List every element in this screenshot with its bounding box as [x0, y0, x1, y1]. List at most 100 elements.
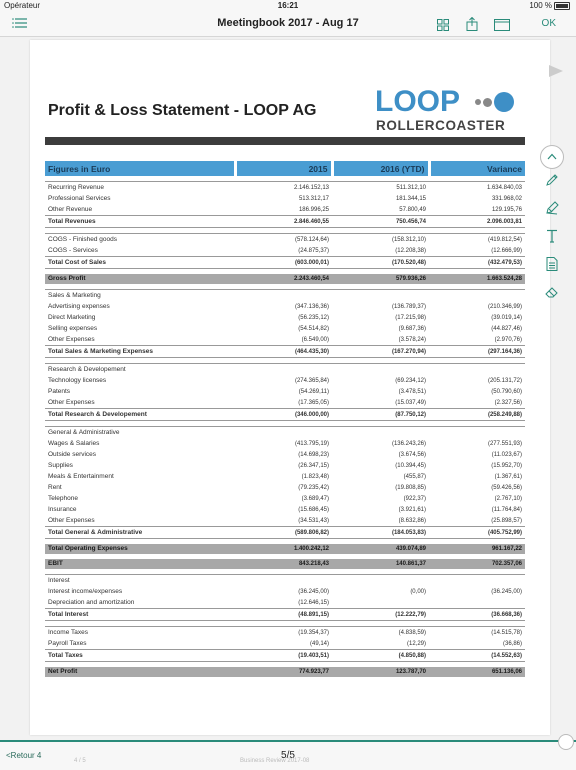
battery-label: 100 % [529, 1, 552, 10]
value-cell [332, 289, 429, 301]
share-icon[interactable] [466, 16, 478, 36]
value-cell: 1.400.242,12 [235, 544, 332, 554]
table-header: Figures in Euro 2015 2016 (YTD) Variance [45, 161, 525, 176]
column-header: Variance [429, 161, 525, 176]
value-cell: (25.898,57) [491, 517, 522, 524]
row-label: Total Interest [45, 608, 235, 621]
table-row: Total Cost of Sales (603.000,01) (170.520,… [45, 256, 525, 269]
value-cell: 2.096.003,81 [429, 215, 525, 228]
list-icon[interactable] [12, 16, 28, 34]
table-row: Net Profit 774.923,77 123.787,70 651.136,06 [45, 667, 525, 677]
grid-icon[interactable] [437, 18, 450, 36]
value-cell: (578.124,64) [235, 233, 332, 245]
table-row: Other Expenses (17.365,05) (15.037,49) (2.3… [45, 397, 525, 409]
value-cell: (69.234,12) [395, 377, 426, 384]
value-cell [332, 426, 429, 438]
chevron-up-icon[interactable] [540, 145, 564, 169]
value-cell: (12.208,38) [395, 247, 426, 254]
row-label: Other Revenue [48, 205, 93, 213]
value-cell: (3.921,61) [398, 506, 426, 513]
value-cell: 123.787,70 [332, 667, 429, 677]
value-cell: (54.269,11) [298, 388, 329, 395]
value-cell [235, 426, 332, 438]
value-cell: (19.808,85) [395, 484, 426, 491]
table-row: Patents (54.269,11) (3.478,51) (50.790,60) [45, 386, 525, 397]
table-row: Outside services (14.698,23) (3.674,56) (11… [45, 449, 525, 460]
row-label: Other Expenses [48, 516, 95, 524]
value-cell: (34.531,43) [298, 517, 329, 524]
value-cell: (19.354,37) [235, 626, 332, 638]
value-cell: (297.164,36) [429, 345, 525, 358]
row-label: Outside services [48, 450, 97, 458]
ok-button[interactable]: OK [541, 18, 556, 29]
value-cell: (79.235,42) [298, 484, 329, 491]
profit-loss-table: Figures in Euro 2015 2016 (YTD) Variance… [45, 161, 525, 677]
row-label: Research & Developement [45, 363, 235, 375]
row-label: Net Profit [45, 667, 235, 677]
logo-dots [475, 92, 516, 112]
page-slider-handle[interactable] [558, 734, 574, 750]
page-tab-arrow[interactable] [549, 65, 563, 77]
row-label: Payroll Taxes [48, 639, 87, 647]
value-cell: (136.789,37) [391, 303, 426, 310]
back-button[interactable]: <Retour 4 [6, 751, 42, 760]
row-label: Other Expenses [48, 398, 95, 406]
value-cell: (0,00) [410, 588, 426, 595]
text-icon[interactable] [539, 229, 565, 257]
table-row: Insurance (15.686,45) (3.921,61) (11.764,84… [45, 504, 525, 515]
value-cell: (413.795,19) [294, 440, 329, 447]
value-cell: (455,87) [403, 473, 426, 480]
table-row: Payroll Taxes (49,14) (12,29) (36,86) [45, 638, 525, 650]
table-row: Total Operating Expenses 1.400.242,12 439.… [45, 544, 525, 554]
pen-icon[interactable] [539, 201, 565, 229]
table-row: Other Expenses (6.549,00) (3.578,24) (2.970… [45, 334, 525, 346]
row-label: COGS - Services [48, 246, 98, 254]
table-row: Total Revenues 2.846.460,55 750.456,74 2.09… [45, 215, 525, 228]
value-cell: (48.891,15) [235, 608, 332, 621]
value-cell: (44.827,46) [491, 325, 522, 332]
value-cell: 651.136,06 [429, 667, 525, 677]
value-cell: 702.357,06 [429, 559, 525, 569]
window-icon[interactable] [494, 18, 510, 36]
table-row: Total Taxes (19.403,51) (4.850,88) (14.552,… [45, 649, 525, 662]
value-cell: (11.764,84) [491, 506, 522, 513]
table-row: Wages & Salaries (413.795,19) (136.243,26)… [45, 438, 525, 449]
note-icon[interactable] [539, 257, 565, 285]
value-cell: (12.222,79) [332, 608, 429, 621]
pencil-icon[interactable] [539, 173, 565, 201]
value-cell: (36.245,00) [298, 588, 329, 595]
carrier-label: Opérateur [4, 1, 41, 10]
value-cell: 513.312,17 [298, 195, 329, 202]
value-cell: (10.394,45) [395, 462, 426, 469]
row-label: General & Administrative [45, 426, 235, 438]
value-cell [332, 363, 429, 375]
statement-title: Profit & Loss Statement - LOOP AG [48, 102, 317, 119]
value-cell: 1.634.840,03 [429, 181, 525, 193]
value-cell: (12.666,99) [491, 247, 522, 254]
clock: 16:21 [277, 1, 299, 10]
value-cell: (12,29) [406, 640, 426, 647]
row-label: Total Sales & Marketing Expenses [45, 345, 235, 358]
row-label: Gross Profit [45, 274, 235, 284]
value-cell: (50.790,60) [491, 388, 522, 395]
table-row: Research & Developement [45, 363, 525, 375]
value-cell [429, 426, 525, 438]
value-cell: 2.846.460,55 [235, 215, 332, 228]
value-cell: (87.750,12) [332, 408, 429, 421]
table-row: Income Taxes (19.354,37) (4.838,59) (14.515… [45, 626, 525, 638]
row-label: Total Operating Expenses [45, 544, 235, 554]
value-cell: (54.514,82) [298, 325, 329, 332]
column-header: 2015 [235, 161, 334, 176]
row-label: Telephone [48, 494, 78, 502]
value-cell: (8.632,86) [398, 517, 426, 524]
document-title: Meetingbook 2017 - Aug 17 [217, 17, 359, 29]
value-cell: (3.578,24) [398, 336, 426, 343]
row-label: Patents [48, 387, 71, 395]
status-bar: Opérateur 16:21 100 % [0, 0, 576, 12]
eraser-icon[interactable] [539, 285, 565, 313]
row-label: Supplies [48, 461, 73, 469]
table-row: Other Expenses (34.531,43) (8.632,86) (25.8… [45, 515, 525, 527]
value-cell: 511.312,10 [332, 181, 429, 193]
value-cell: 439.074,89 [332, 544, 429, 554]
table-row: Depreciation and amortization (12.646,15) [45, 597, 525, 609]
